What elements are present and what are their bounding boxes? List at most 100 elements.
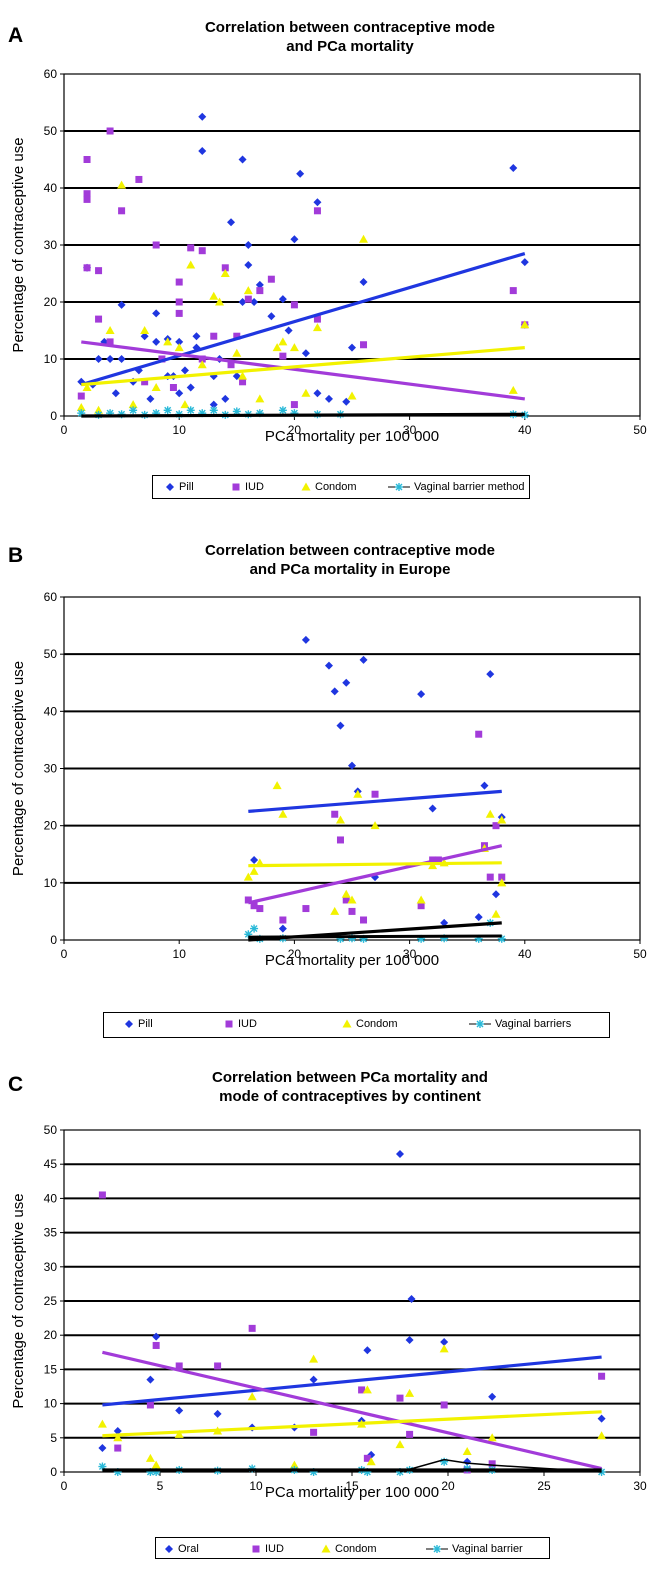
data-point	[279, 352, 287, 360]
data-point	[313, 315, 321, 323]
data-point	[244, 295, 252, 303]
data-point	[209, 406, 218, 415]
data-point	[324, 394, 333, 403]
data-point	[94, 355, 103, 363]
data-point	[198, 112, 207, 121]
data-point	[95, 267, 103, 275]
data-point	[220, 269, 230, 277]
y-tick-label: 50	[44, 647, 58, 661]
data-point	[492, 890, 500, 899]
data-point	[440, 918, 449, 927]
data-point	[232, 348, 242, 357]
y-tick-label: 60	[44, 590, 58, 604]
y-tick-label: 30	[44, 1260, 58, 1274]
data-point	[347, 895, 357, 904]
data-point	[508, 385, 518, 394]
data-point	[106, 127, 114, 135]
data-point	[140, 326, 150, 334]
panel-b: B Correlation between contraceptive mode…	[8, 541, 647, 1038]
data-point	[279, 916, 287, 924]
data-point	[255, 280, 264, 289]
data-point	[197, 360, 207, 369]
y-axis-label: Percentage of contraceptive use	[10, 137, 27, 352]
data-point	[175, 337, 184, 346]
data-point	[111, 389, 120, 398]
x-tick-label: 50	[633, 423, 647, 437]
data-point	[98, 1191, 106, 1199]
asterisk-icon	[426, 1545, 448, 1553]
data-point	[250, 298, 259, 306]
data-point	[227, 361, 235, 369]
data-point	[180, 366, 189, 375]
data-point	[598, 1372, 606, 1380]
data-point	[198, 247, 206, 255]
panel-c-title-line2: mode of contraceptives by continent	[219, 1088, 481, 1105]
y-tick-label: 20	[44, 1328, 58, 1342]
panel-c-label: C	[8, 1073, 24, 1096]
data-point	[520, 320, 530, 329]
legend-item: Condom	[301, 481, 357, 493]
data-point	[597, 1431, 607, 1440]
data-point	[169, 384, 177, 391]
x-axis-label: PCa mortality per 100 000	[265, 428, 439, 445]
data-point	[83, 156, 91, 163]
legend-label: Condom	[356, 1018, 398, 1030]
data-point	[417, 902, 425, 910]
trendline	[80, 252, 526, 387]
y-tick-label: 10	[44, 876, 58, 890]
panel-a: A Correlation between contraceptive mode…	[0, 0, 649, 510]
asterisk-icon	[388, 483, 410, 491]
data-point	[440, 1401, 448, 1409]
data-point	[243, 286, 253, 295]
x-tick-label: 25	[537, 1479, 551, 1493]
trendline	[247, 844, 503, 905]
data-point	[152, 241, 160, 249]
series-iud	[77, 127, 529, 409]
triangle-icon	[342, 1019, 352, 1028]
legend-item: Vaginal barriers	[469, 1018, 571, 1030]
data-point	[278, 924, 287, 933]
data-point	[359, 278, 368, 287]
data-point	[278, 406, 287, 415]
data-point	[151, 383, 161, 391]
data-point	[76, 402, 86, 411]
y-tick-label: 40	[44, 181, 58, 195]
data-point	[348, 907, 356, 915]
data-point	[135, 175, 143, 183]
data-point	[151, 1460, 161, 1469]
data-point	[362, 1385, 372, 1394]
data-point	[267, 312, 276, 321]
panel-b-title: Correlation between contraceptive mode a…	[70, 541, 630, 579]
data-point	[296, 169, 305, 178]
data-point	[141, 378, 149, 386]
data-point	[238, 371, 248, 380]
data-point	[272, 781, 282, 790]
data-point	[221, 264, 229, 272]
data-point	[250, 855, 259, 864]
data-point	[221, 394, 230, 403]
data-point	[336, 721, 345, 730]
data-point	[335, 815, 345, 824]
data-point	[158, 355, 166, 363]
data-point	[175, 309, 183, 317]
y-tick-label: 5	[50, 1431, 57, 1445]
data-point	[301, 349, 310, 358]
data-point	[106, 355, 115, 363]
legend-label: Vaginal barriers	[495, 1018, 572, 1030]
legend-item: Condom	[342, 1018, 398, 1030]
data-point	[488, 1392, 497, 1401]
y-tick-label: 30	[44, 762, 58, 776]
data-point	[290, 235, 299, 244]
triangle-icon	[301, 482, 311, 491]
data-point	[105, 326, 115, 334]
data-point	[497, 815, 507, 824]
data-point	[250, 902, 258, 910]
data-point	[353, 789, 363, 798]
y-tick-label: 10	[44, 352, 58, 366]
legend-item: Condom	[321, 1543, 377, 1555]
data-point	[175, 298, 183, 306]
data-point	[359, 655, 368, 664]
legend-label: Pill	[179, 481, 194, 493]
data-point	[247, 1392, 257, 1401]
square-icon	[225, 1020, 233, 1028]
